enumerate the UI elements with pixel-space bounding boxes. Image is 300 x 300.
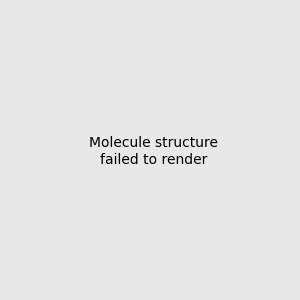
Text: Molecule structure
failed to render: Molecule structure failed to render [89,136,218,166]
